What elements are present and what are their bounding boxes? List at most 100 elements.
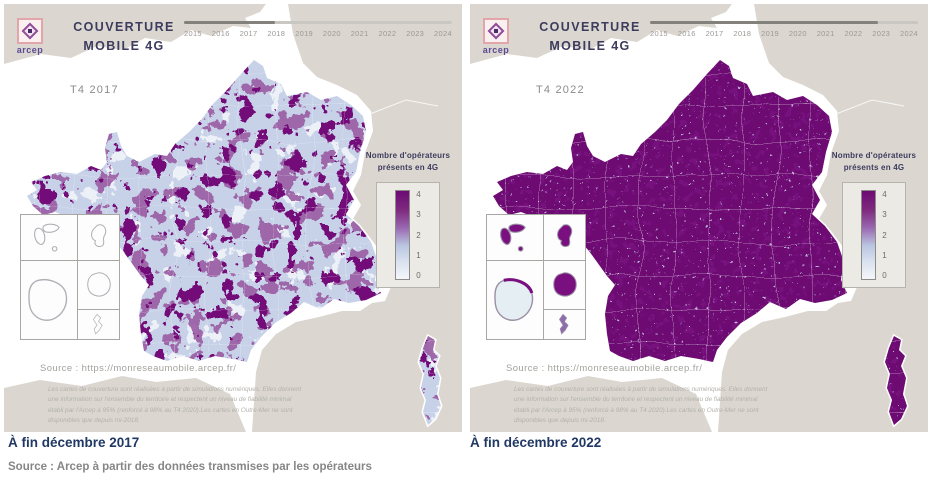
year-label: 2023 bbox=[406, 29, 425, 38]
legend-gradient-bar bbox=[395, 190, 411, 281]
map-disclaimer: Les cartes de couverture sont réalisées … bbox=[48, 386, 302, 425]
timeline-year-labels: 2015 2016 2017 2018 2019 2020 2021 2022 … bbox=[184, 29, 452, 38]
year-timeline: 2015 2016 2017 2018 2019 2020 2021 2022 … bbox=[650, 21, 918, 38]
inset-reunion bbox=[77, 260, 120, 310]
overseas-territories-insets bbox=[486, 214, 586, 340]
caption-december-2022: À fin décembre 2022 bbox=[470, 435, 602, 450]
continent-landmass bbox=[252, 4, 462, 432]
mayotte-shape bbox=[558, 313, 569, 335]
legend-gradient-bar bbox=[861, 190, 877, 281]
year-label: 2024 bbox=[900, 29, 918, 38]
map-panel-2022: arcep COUVERTURE MOBILE 4G 2015 2016 201… bbox=[470, 4, 928, 432]
continent-landmass bbox=[718, 4, 928, 432]
legend-title-line-2: présents en 4G bbox=[843, 162, 905, 172]
timeline-track bbox=[184, 21, 452, 24]
legend-title: Nombre d'opérateurs présents en 4G bbox=[356, 150, 460, 173]
arcep-logo: arcep bbox=[478, 18, 514, 55]
guyane-shape bbox=[28, 279, 68, 321]
overseas-territories-insets bbox=[20, 214, 120, 340]
year-label: 2021 bbox=[816, 29, 835, 38]
legend-tick: 1 bbox=[416, 250, 421, 260]
legend-tick: 4 bbox=[416, 190, 421, 200]
spain-landmass bbox=[4, 376, 246, 432]
year-label: 2018 bbox=[267, 29, 286, 38]
year-label: 2020 bbox=[322, 29, 341, 38]
legend-tick-labels: 4 3 2 1 0 bbox=[882, 190, 886, 280]
year-timeline: 2015 2016 2017 2018 2019 2020 2021 2022 … bbox=[184, 21, 452, 38]
year-label: 2015 bbox=[184, 29, 202, 38]
inset-mayotte bbox=[77, 309, 120, 340]
legend-tick: 3 bbox=[882, 210, 887, 220]
spain-landmass bbox=[470, 376, 712, 432]
operators-legend: Nombre d'opérateurs présents en 4G 4 3 2… bbox=[356, 150, 460, 289]
year-label: 2020 bbox=[788, 29, 807, 38]
title-line-2: MOBILE 4G bbox=[83, 39, 165, 54]
guadeloupe-shape bbox=[34, 223, 60, 252]
england-landmass bbox=[470, 4, 732, 64]
england-landmass bbox=[4, 4, 266, 64]
legend-title: Nombre d'opérateurs présents en 4G bbox=[822, 150, 926, 173]
year-label: 2024 bbox=[434, 29, 452, 38]
legend-tick: 0 bbox=[882, 271, 887, 281]
timeline-track bbox=[650, 21, 918, 24]
martinique-shape bbox=[91, 224, 107, 247]
inset-mayotte bbox=[543, 309, 586, 340]
year-label: 2019 bbox=[761, 29, 780, 38]
legend-tick: 2 bbox=[882, 230, 887, 240]
arcep-logo-text: arcep bbox=[16, 45, 44, 55]
year-label: 2019 bbox=[295, 29, 314, 38]
inset-guyane bbox=[486, 260, 544, 340]
title-line-2: MOBILE 4G bbox=[549, 39, 631, 54]
arcep-logo-text: arcep bbox=[482, 45, 510, 55]
legend-tick-labels: 4 3 2 1 0 bbox=[416, 190, 420, 280]
caption-december-2017: À fin décembre 2017 bbox=[8, 435, 140, 450]
year-label: 2016 bbox=[211, 29, 230, 38]
year-label: 2017 bbox=[239, 29, 258, 38]
guadeloupe-shape bbox=[500, 223, 526, 252]
year-label: 2022 bbox=[844, 29, 863, 38]
arcep-logo-icon bbox=[17, 18, 43, 44]
map-source-url: Source : https://monreseaumobile.arcep.f… bbox=[506, 363, 703, 374]
map-panel-2017: arcep COUVERTURE MOBILE 4G 2015 2016 201… bbox=[4, 4, 462, 432]
legend-tick: 3 bbox=[416, 210, 421, 220]
legend-title-line-2: présents en 4G bbox=[377, 162, 439, 172]
year-label: 2018 bbox=[733, 29, 752, 38]
inset-martinique bbox=[77, 214, 120, 261]
inset-reunion bbox=[543, 260, 586, 310]
timeline-year-labels: 2015 2016 2017 2018 2019 2020 2021 2022 … bbox=[650, 29, 918, 38]
legend-tick: 2 bbox=[416, 230, 421, 240]
inset-guadeloupe bbox=[486, 214, 544, 261]
arcep-logo: arcep bbox=[12, 18, 48, 55]
martinique-shape bbox=[557, 224, 573, 247]
period-label: T4 2017 bbox=[70, 84, 119, 96]
legend-tick: 0 bbox=[416, 271, 421, 281]
year-label: 2015 bbox=[650, 29, 668, 38]
inset-guadeloupe bbox=[20, 214, 78, 261]
legend-title-line-1: Nombre d'opérateurs bbox=[831, 151, 917, 160]
title-line-1: COUVERTURE bbox=[539, 20, 641, 34]
legend-title-line-1: Nombre d'opérateurs bbox=[365, 151, 451, 160]
inset-guyane bbox=[20, 260, 78, 340]
map-source-url: Source : https://monreseaumobile.arcep.f… bbox=[40, 363, 237, 374]
title-line-1: COUVERTURE bbox=[73, 20, 175, 34]
mayotte-shape bbox=[92, 313, 103, 335]
operators-legend: Nombre d'opérateurs présents en 4G 4 3 2… bbox=[822, 150, 926, 289]
inset-martinique bbox=[543, 214, 586, 261]
year-label: 2022 bbox=[378, 29, 397, 38]
reunion-shape bbox=[553, 272, 577, 297]
legend-tick: 1 bbox=[882, 250, 887, 260]
year-label: 2016 bbox=[677, 29, 696, 38]
map-disclaimer: Les cartes de couverture sont réalisées … bbox=[514, 386, 768, 425]
year-label: 2017 bbox=[705, 29, 724, 38]
period-label: T4 2022 bbox=[536, 84, 585, 96]
legend-box: 4 3 2 1 0 bbox=[842, 182, 906, 289]
france-map-2017 bbox=[4, 4, 462, 432]
footer-source: Source : Arcep à partir des données tran… bbox=[8, 461, 372, 473]
guyane-coast-strip bbox=[503, 278, 534, 294]
legend-box: 4 3 2 1 0 bbox=[376, 182, 440, 289]
legend-tick: 4 bbox=[882, 190, 887, 200]
year-label: 2021 bbox=[350, 29, 369, 38]
reunion-shape bbox=[87, 272, 111, 297]
timeline-active-range bbox=[184, 21, 276, 24]
